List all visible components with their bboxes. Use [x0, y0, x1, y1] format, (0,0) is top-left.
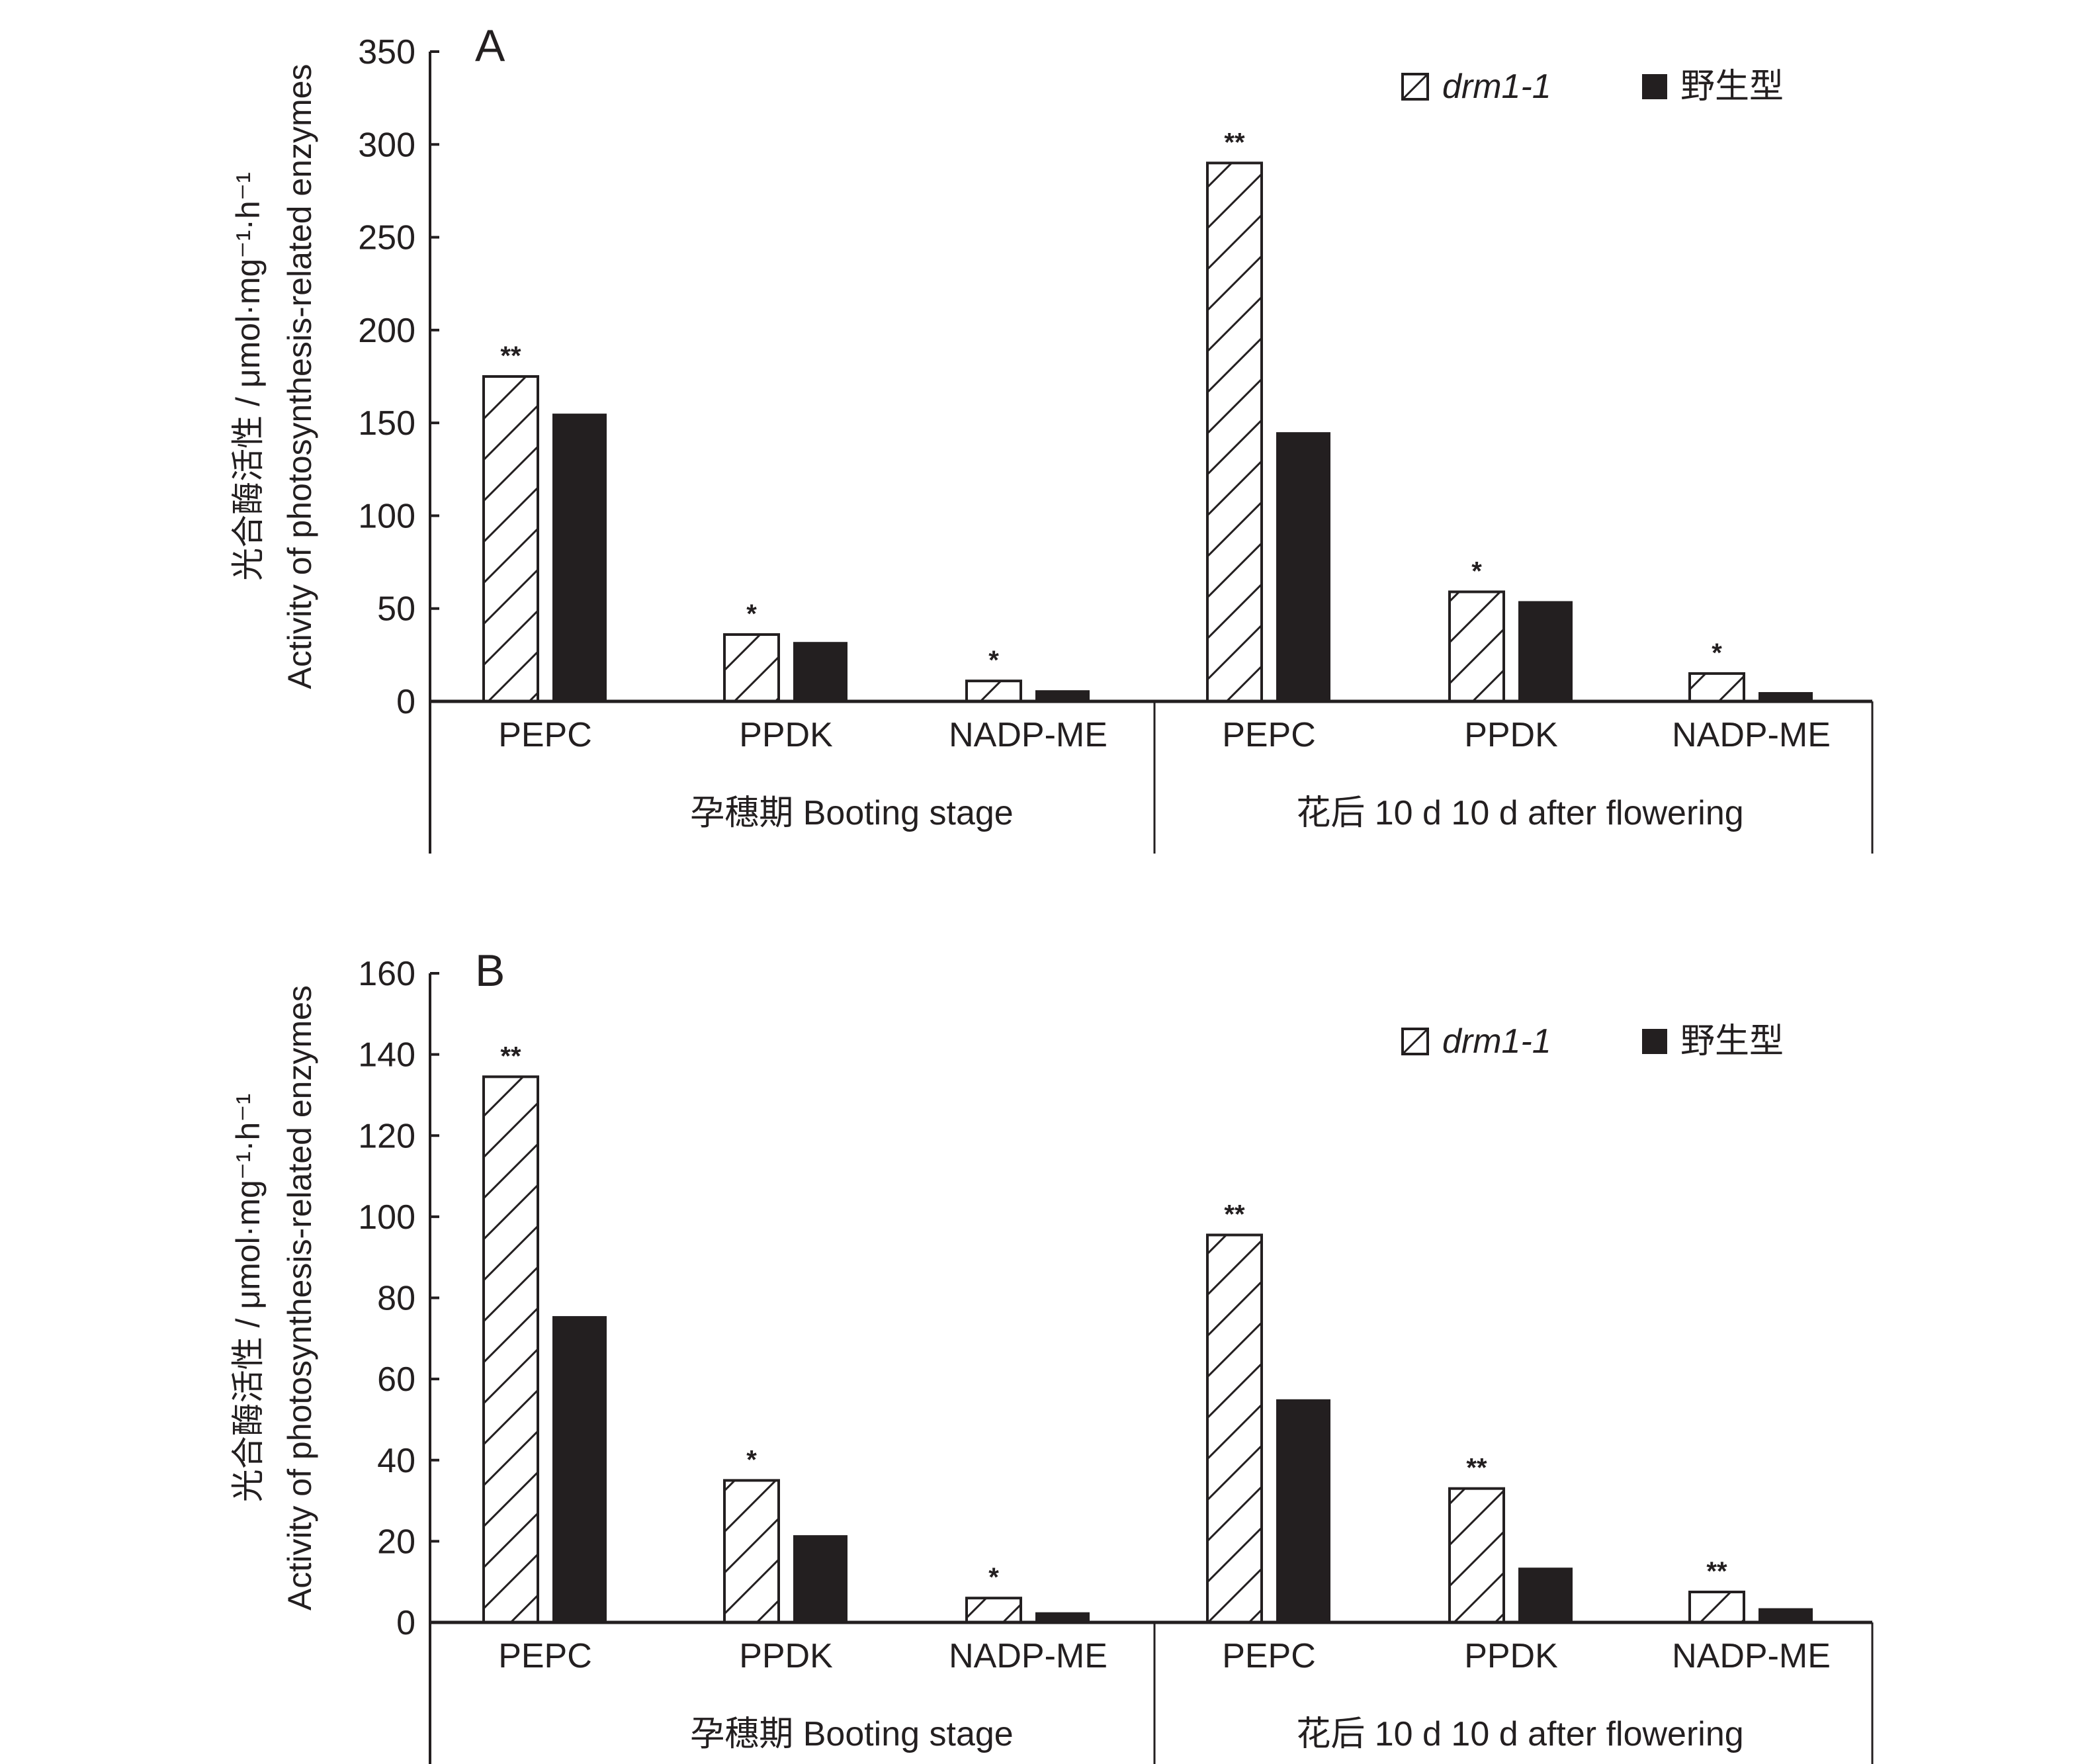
panel-b-bar-wild-type	[1276, 1399, 1330, 1622]
panel-b-group-label: 孕穗期 Booting stage	[690, 1715, 1013, 1753]
panel-b-y-tick-label: 0	[396, 1604, 415, 1642]
panel-a-y-label-en: Activity of photosynthesis-related enzym…	[281, 64, 318, 689]
panel-a-significance-mark: *	[746, 599, 757, 629]
panel-a-significance-mark: *	[1471, 556, 1482, 586]
panel-b-letter: B	[475, 946, 505, 996]
panel-a-y-tick-label: 150	[358, 404, 415, 443]
panel-a-bar-wild-type	[1518, 601, 1573, 701]
panel-a-y-tick-label: 300	[358, 126, 415, 164]
panel-b-legend-label-drm1-1: drm1-1	[1442, 1022, 1551, 1061]
panel-a-category-label: PEPC	[1222, 716, 1316, 754]
panel-a-bar-wild-type	[1758, 691, 1813, 701]
panel-b-bar-wild-type	[793, 1535, 847, 1622]
panel-b-y-tick-label: 60	[377, 1360, 415, 1399]
panel-a-y-tick-label: 200	[358, 312, 415, 350]
panel-a-letter: A	[475, 21, 505, 71]
panel-b-y-tick-label: 80	[377, 1280, 415, 1318]
panel-a-y-tick-label: 250	[358, 219, 415, 257]
panel-a-y-label-cn: 光合酶活性 / μmol·mg⁻¹·h⁻¹	[230, 172, 267, 581]
panel-a-y-tick-label: 50	[377, 590, 415, 629]
panel-b-significance-mark: **	[1224, 1200, 1245, 1229]
panel-a-bar-drm1-1	[723, 633, 780, 703]
panel-b-y-label-cn: 光合酶活性 / μmol·mg⁻¹·h⁻¹	[230, 1094, 267, 1503]
panel-a-group-label: 花后 10 d 10 d after flowering	[1296, 794, 1743, 832]
panel-b-significance-mark: **	[1706, 1557, 1727, 1586]
panel-b-bar-drm1-1	[1688, 1591, 1745, 1624]
panel-a-bar-wild-type	[793, 642, 847, 701]
panel-b-category-label: NADP-ME	[1672, 1637, 1831, 1675]
panel-b-y-tick-label: 100	[358, 1198, 415, 1237]
panel-b-category-label: PEPC	[498, 1637, 592, 1675]
panel-a-legend-swatch-solid	[1642, 74, 1667, 99]
panel-b-y-tick-label: 120	[358, 1117, 415, 1155]
panel-a-bar-wild-type	[552, 414, 607, 701]
panel-b-significance-mark: **	[1466, 1454, 1487, 1483]
panel-a-significance-mark: *	[988, 646, 999, 675]
panel-a-category-label: PPDK	[739, 716, 833, 754]
panel-a-category-label: NADP-ME	[1672, 716, 1831, 754]
panel-a-significance-mark: *	[1712, 639, 1722, 668]
panel-b-bar-wild-type	[1758, 1608, 1813, 1622]
panel-b-y-tick-label: 160	[358, 955, 415, 993]
panel-b-category-label: PPDK	[1464, 1637, 1558, 1675]
panel-a-legend-label-drm1-1: drm1-1	[1442, 67, 1551, 106]
panel-b-legend-label-wild-type: 野生型	[1680, 1022, 1784, 1061]
panel-a-category-label: NADP-ME	[949, 716, 1107, 754]
panel-b-y-tick-label: 40	[377, 1442, 415, 1480]
panel-b-significance-mark: *	[746, 1445, 757, 1474]
panel-b-y-tick-label: 140	[358, 1036, 415, 1075]
panel-a-bar-drm1-1	[1448, 590, 1505, 703]
panel-b-bar-drm1-1	[1448, 1487, 1505, 1624]
panel-a-bar-drm1-1	[482, 375, 539, 703]
panel-b-significance-mark: *	[988, 1563, 999, 1592]
panel-b-category-label: PPDK	[739, 1637, 833, 1675]
panel-b-group-label: 花后 10 d 10 d after flowering	[1296, 1715, 1743, 1753]
panel-b-bar-wild-type	[1035, 1612, 1090, 1622]
panel-a-y-tick-label: 100	[358, 497, 415, 535]
panel-a-significance-mark: **	[1224, 128, 1245, 157]
panel-a-bar-drm1-1	[1206, 161, 1263, 703]
panel-a-bar-wild-type	[1276, 432, 1330, 701]
panel-b-bar-drm1-1	[723, 1479, 780, 1624]
panel-b-bar-drm1-1	[1206, 1233, 1263, 1624]
panel-b-bar-drm1-1	[482, 1075, 539, 1624]
panel-a-legend-swatch-hatch-line	[1403, 74, 1428, 99]
panel-a-bar-wild-type	[1035, 690, 1090, 701]
panel-a-y-tick-label: 350	[358, 33, 415, 71]
panel-b-bar-wild-type	[1518, 1567, 1573, 1622]
panel-a-y-tick-label: 0	[396, 683, 415, 721]
panel-b-legend-swatch-solid	[1642, 1029, 1667, 1054]
panel-b-category-label: PEPC	[1222, 1637, 1316, 1675]
panel-a-bar-drm1-1	[1688, 672, 1745, 703]
panel-b-legend-swatch-hatch-line	[1403, 1029, 1428, 1054]
panel-a-bar-drm1-1	[965, 680, 1022, 703]
panel-b-y-label-en: Activity of photosynthesis-related enzym…	[281, 985, 318, 1610]
panel-b-bar-wild-type	[552, 1316, 607, 1622]
panel-b-significance-mark: **	[500, 1041, 521, 1071]
panel-b-category-label: NADP-ME	[949, 1637, 1107, 1675]
panel-a-group-label: 孕穗期 Booting stage	[690, 794, 1013, 832]
panel-a-category-label: PPDK	[1464, 716, 1558, 754]
panel-a-significance-mark: **	[500, 341, 521, 371]
panel-a-category-label: PEPC	[498, 716, 592, 754]
panel-b-bar-drm1-1	[965, 1597, 1022, 1624]
panel-a-legend-label-wild-type: 野生型	[1680, 67, 1784, 106]
panel-b-y-tick-label: 20	[377, 1522, 415, 1561]
